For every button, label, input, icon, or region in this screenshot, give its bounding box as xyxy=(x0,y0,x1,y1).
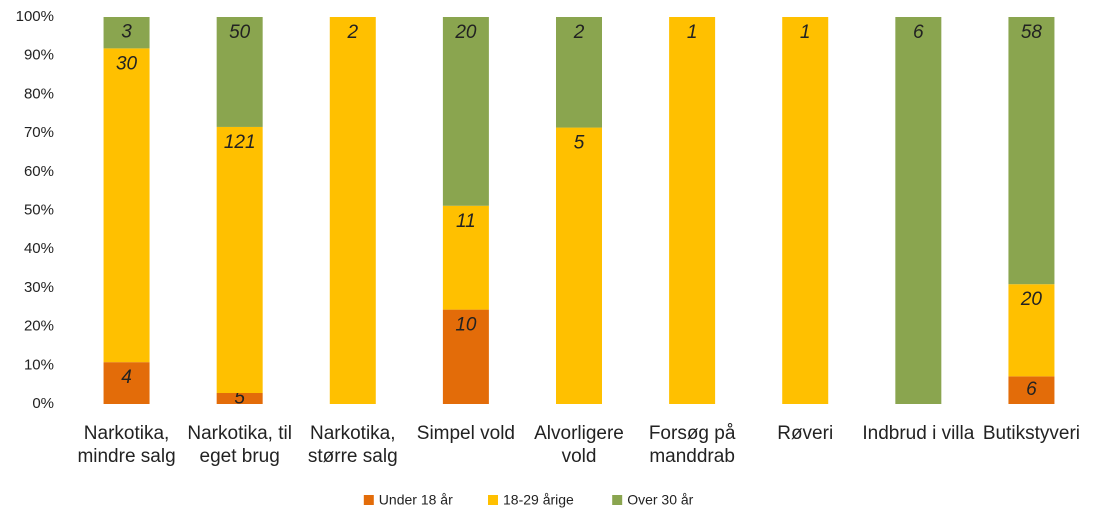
data-label: 6 xyxy=(1026,379,1037,400)
bar-segment xyxy=(895,17,942,404)
y-tick-label: 80% xyxy=(24,85,54,102)
bar-segment xyxy=(556,17,602,128)
data-label: 6 xyxy=(913,22,924,43)
bar-segment xyxy=(329,17,376,404)
y-tick-label: 20% xyxy=(24,318,54,335)
bar-segment xyxy=(216,126,263,394)
bar-segment xyxy=(782,17,829,404)
y-tick-label: 90% xyxy=(24,47,54,64)
y-tick-label: 10% xyxy=(24,356,54,373)
y-tick-label: 30% xyxy=(24,279,54,296)
data-label: 4 xyxy=(121,367,132,388)
data-label: 5 xyxy=(234,388,245,409)
y-tick-label: 70% xyxy=(24,124,54,141)
x-tick-label: Narkotika, større salg xyxy=(307,423,398,467)
bar-segment xyxy=(216,393,263,404)
data-label: 30 xyxy=(116,53,138,74)
data-label: 2 xyxy=(573,22,585,43)
y-tick-label: 100% xyxy=(16,8,54,25)
y-tick-label: 60% xyxy=(24,163,54,180)
bar-segment xyxy=(442,309,489,404)
data-label: 10 xyxy=(455,315,477,336)
data-label: 50 xyxy=(229,22,251,43)
data-label: 20 xyxy=(1020,289,1043,310)
bar-segment xyxy=(103,362,150,404)
data-label: 11 xyxy=(456,211,476,232)
x-tick-label: Narkotika, mindre salg xyxy=(77,423,176,467)
data-label: 1 xyxy=(800,22,811,43)
legend-label: Over 30 år xyxy=(627,492,693,508)
bar-segment xyxy=(1008,376,1055,404)
x-tick-label: Butikstyveri xyxy=(982,423,1080,444)
data-label: 1 xyxy=(687,22,698,43)
data-label: 5 xyxy=(574,133,585,154)
data-label: 2 xyxy=(346,22,358,43)
legend-label: Under 18 år xyxy=(379,492,453,508)
y-tick-label: 40% xyxy=(24,240,54,257)
bar-segment xyxy=(442,205,489,310)
x-tick-label: Alvorligere vold xyxy=(534,423,624,467)
bar-segment xyxy=(1008,17,1055,285)
bar-segment xyxy=(669,17,716,404)
data-label: 20 xyxy=(454,22,477,43)
bar-segment xyxy=(103,48,150,363)
legend-swatch xyxy=(612,495,623,505)
y-tick-label: 0% xyxy=(32,395,54,412)
bar-segment xyxy=(1008,284,1055,377)
data-label: 58 xyxy=(1021,22,1043,43)
bar-segment xyxy=(556,127,602,405)
x-tick-label: Forsøg på manddrab xyxy=(648,423,736,467)
bar-segment xyxy=(103,17,150,49)
x-tick-label: Simpel vold xyxy=(416,423,515,444)
x-tick-label: Narkotika, til eget brug xyxy=(187,423,292,467)
bar-segment xyxy=(442,17,489,206)
x-tick-label: Røveri xyxy=(777,423,834,444)
bar-segment xyxy=(216,17,263,127)
legend-label: 18-29 årige xyxy=(503,492,574,508)
y-tick-label: 50% xyxy=(24,201,54,218)
legend-swatch xyxy=(363,495,374,505)
x-tick-label: Indbrud i villa xyxy=(862,423,975,444)
data-label: 3 xyxy=(121,22,132,43)
legend-swatch xyxy=(488,495,498,505)
data-label: 121 xyxy=(224,132,256,153)
